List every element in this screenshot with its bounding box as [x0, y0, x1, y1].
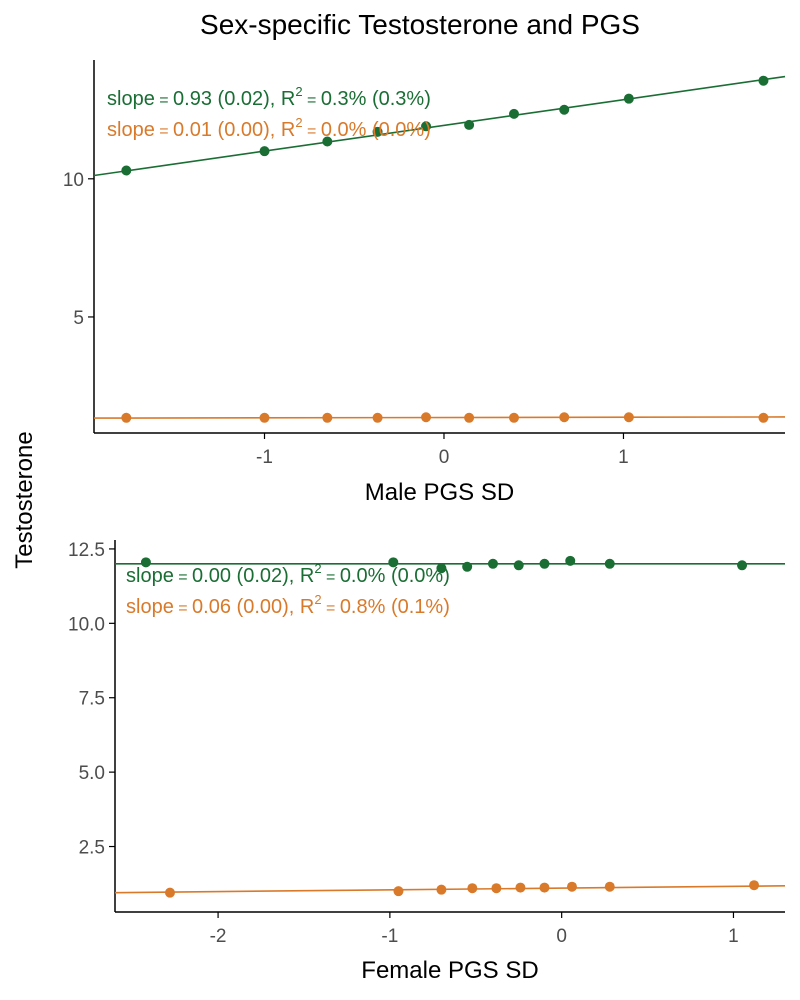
data-point-female — [491, 883, 502, 894]
annotation-part: 0.0% (0.0%) — [340, 565, 450, 587]
annotation-part: = — [174, 600, 192, 617]
data-point-male — [737, 560, 748, 571]
annotation-part: R — [275, 88, 295, 110]
annotation-part: = — [155, 123, 173, 140]
data-point-male — [462, 561, 473, 572]
annotation-part: slope — [126, 596, 174, 618]
annotation-part: R — [294, 596, 314, 618]
annotation-part: 2 — [295, 84, 302, 99]
data-point-male — [758, 75, 769, 86]
data-point-male — [487, 558, 498, 569]
x-axis-label: Female PGS SD — [361, 957, 538, 984]
annotation-part: slope — [126, 565, 174, 587]
data-point-female — [604, 881, 615, 892]
data-point-male — [322, 136, 333, 147]
x-tick-label: -1 — [256, 447, 273, 468]
y-tick-label: 5 — [73, 308, 84, 329]
y-tick-label: 5.0 — [79, 763, 105, 784]
y-axis-label: Testosterone — [11, 431, 38, 568]
x-tick-label: 0 — [439, 447, 450, 468]
annotation-female: slope = 0.06 (0.00), R2 = 0.8% (0.1%) — [126, 592, 450, 618]
annotation-part: = — [155, 92, 173, 109]
data-point-female — [508, 412, 519, 423]
annotation-part: = — [322, 600, 340, 617]
x-tick-label: 0 — [556, 926, 567, 947]
annotation-part: 2 — [314, 561, 321, 576]
annotation-part: 0.01 (0.00), — [173, 119, 275, 141]
annotation-part: = — [303, 92, 321, 109]
data-point-male — [388, 557, 399, 568]
data-point-male — [604, 558, 615, 569]
fit-line-female — [114, 885, 786, 894]
data-point-female — [322, 412, 333, 423]
annotation-part: 0.93 (0.02), — [173, 88, 275, 110]
annotation-female: slope = 0.01 (0.00), R2 = 0.0% (0.0%) — [107, 115, 431, 141]
annotation-part: = — [322, 569, 340, 586]
annotation-part: slope — [107, 119, 155, 141]
data-point-female — [121, 412, 132, 423]
annotation-part: 2 — [295, 115, 302, 130]
data-point-male — [259, 146, 270, 157]
annotation-part: 0.8% (0.1%) — [340, 596, 450, 618]
data-point-female — [164, 887, 175, 898]
data-point-male — [421, 121, 432, 132]
y-tick-label: 10.0 — [68, 614, 105, 635]
annotation-part: 0.0% (0.0%) — [321, 119, 431, 141]
data-point-female — [749, 880, 760, 891]
data-point-male — [436, 563, 447, 574]
data-point-female — [559, 412, 570, 423]
data-point-female — [372, 412, 383, 423]
y-tick-label: 10 — [63, 170, 84, 191]
data-point-female — [259, 412, 270, 423]
data-point-female — [539, 882, 550, 893]
annotation-part: R — [294, 565, 314, 587]
chart-title: Sex-specific Testosterone and PGS — [200, 9, 640, 40]
panel-male: -1 0 1 5 10 Male PGS SD slope = 0.93 (0.02), R… — [63, 60, 786, 506]
data-point-male — [372, 126, 383, 137]
data-point-female — [515, 882, 526, 893]
fit-line-female — [93, 416, 786, 419]
data-point-female — [467, 883, 478, 894]
data-point-female — [393, 886, 404, 897]
data-point-male — [565, 555, 576, 566]
y-tick-label: 2.5 — [79, 838, 105, 859]
annotation-part: = — [303, 123, 321, 140]
data-point-female — [566, 881, 577, 892]
fit-line-male — [93, 75, 786, 177]
data-point-female — [421, 412, 432, 423]
data-point-male — [559, 104, 570, 115]
data-point-male — [513, 560, 524, 571]
x-tick-label: 1 — [618, 447, 629, 468]
annotation-male: slope = 0.93 (0.02), R2 = 0.3% (0.3%) — [107, 84, 431, 110]
x-tick-label: -2 — [210, 926, 227, 947]
data-point-male — [464, 119, 475, 130]
annotation-part: = — [174, 569, 192, 586]
x-tick-label: -1 — [381, 926, 398, 947]
annotation-male: slope = 0.00 (0.02), R2 = 0.0% (0.0%) — [126, 561, 450, 587]
data-point-male — [539, 558, 550, 569]
annotation-part: 0.00 (0.02), — [192, 565, 294, 587]
data-point-male — [140, 557, 151, 568]
annotation-part: R — [275, 119, 295, 141]
annotation-part: 0.3% (0.3%) — [321, 88, 431, 110]
y-tick-label: 7.5 — [79, 689, 105, 710]
y-tick-label: 12.5 — [68, 540, 105, 561]
data-point-female — [436, 884, 447, 895]
annotation-part: 0.06 (0.00), — [192, 596, 294, 618]
data-point-male — [508, 108, 519, 119]
data-point-female — [623, 412, 634, 423]
data-point-male — [121, 165, 132, 176]
annotation-part: 2 — [314, 592, 321, 607]
x-axis-label: Male PGS SD — [365, 479, 514, 506]
data-point-female — [758, 412, 769, 423]
data-point-female — [464, 412, 475, 423]
data-point-male — [623, 93, 634, 104]
annotation-part: slope — [107, 88, 155, 110]
x-tick-label: 1 — [728, 926, 739, 947]
